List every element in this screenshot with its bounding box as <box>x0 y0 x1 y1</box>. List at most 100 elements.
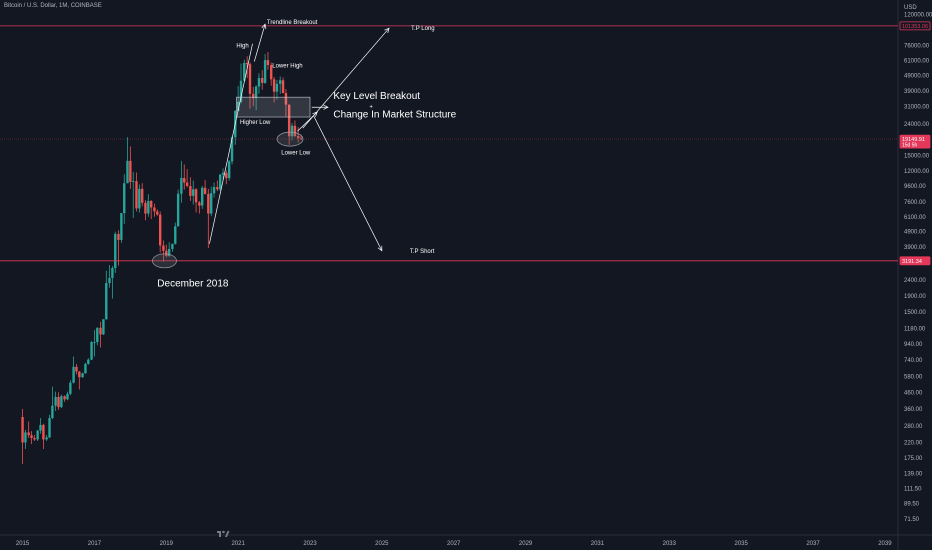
candle-body <box>90 342 93 360</box>
price-tick-label: 1180.00 <box>904 326 926 332</box>
price-tick-label: 39000.00 <box>904 89 930 95</box>
candle <box>30 431 33 445</box>
short-target-arrow-head <box>377 245 383 252</box>
candle-body <box>42 424 45 440</box>
candle <box>272 76 276 103</box>
price-tick-label: 111.50 <box>904 487 922 493</box>
candle <box>183 164 186 190</box>
time-tick-label: 2021 <box>231 541 245 547</box>
price-axis[interactable]: USD 120000.00 76000.00 61000.00 49000.00 390… <box>904 5 932 523</box>
candle <box>275 79 279 100</box>
candle <box>87 358 90 365</box>
time-tick-label: 2035 <box>734 541 748 547</box>
price-tick-label: 740.00 <box>904 358 923 364</box>
candle <box>293 120 297 138</box>
candle-body <box>158 214 162 246</box>
time-axis[interactable]: 2015 2017 2019 2021 2023 2025 2027 2029 2031 2033… <box>16 541 892 547</box>
label-trendline-breakout: Trendline Breakout <box>267 20 318 26</box>
label-key-level-breakout: Key Level Breakout <box>333 91 420 102</box>
candle-body <box>111 268 114 278</box>
tradingview-logo-icon <box>217 530 230 537</box>
candle-body <box>203 187 207 194</box>
candle <box>153 203 156 217</box>
candle-body <box>147 200 150 214</box>
candle <box>165 244 168 258</box>
candle-body <box>69 382 72 394</box>
lower-low-marker <box>276 131 304 147</box>
candle <box>24 429 27 449</box>
time-tick-label: 2029 <box>519 541 533 547</box>
time-tick-label: 2039 <box>878 541 892 547</box>
price-tick-label: 61000.00 <box>904 58 930 64</box>
candle <box>126 137 129 184</box>
candle <box>162 240 165 262</box>
candle-body <box>290 125 294 137</box>
candle-body <box>33 437 36 440</box>
candle-body <box>126 160 129 184</box>
candle-body <box>123 183 126 214</box>
candle-body <box>27 432 30 436</box>
candle-body <box>57 396 60 408</box>
candle <box>270 62 273 86</box>
candle-body <box>156 211 159 215</box>
candle <box>266 52 270 70</box>
candle-body <box>239 80 243 102</box>
candle <box>180 160 183 203</box>
structure-arrow-head <box>312 111 318 117</box>
annotation-drawings: High Trendline Breakout T.P Long Lower High… <box>152 20 457 289</box>
candle <box>243 59 246 82</box>
time-tick-label: 2025 <box>375 541 389 547</box>
candle-body <box>284 93 288 105</box>
candle-body <box>261 77 264 83</box>
price-tick-label: 76000.00 <box>904 43 930 49</box>
price-tick-label: 71.50 <box>904 517 920 523</box>
candle <box>78 371 81 390</box>
candle <box>33 435 36 441</box>
candle-body <box>263 60 267 83</box>
candle-body <box>78 371 81 378</box>
price-axis-unit: USD <box>904 5 917 11</box>
long-target-arrow-head <box>384 27 390 34</box>
candle-body <box>174 226 177 244</box>
candle-body <box>252 93 255 99</box>
candle <box>27 421 30 438</box>
candle-body <box>162 245 165 251</box>
candle <box>90 340 93 361</box>
candle-body <box>299 138 303 140</box>
price-tick-label: 1500.00 <box>904 310 926 316</box>
candle-body <box>39 424 42 431</box>
candle-body <box>272 79 276 92</box>
candle-body <box>207 193 210 214</box>
candle <box>207 188 210 249</box>
candle <box>216 180 219 192</box>
candle <box>81 372 84 378</box>
candle <box>108 265 111 288</box>
candle <box>111 266 114 299</box>
candle <box>189 177 192 201</box>
support-price-tag-box <box>899 256 931 266</box>
candle <box>120 213 123 243</box>
price-tick-label: 580.00 <box>904 375 923 381</box>
candle <box>60 394 63 409</box>
candle <box>51 386 54 420</box>
candle <box>192 180 195 205</box>
price-tick-label: 9600.00 <box>904 184 926 190</box>
candle <box>129 146 132 189</box>
candle-body <box>230 137 234 162</box>
candle-body <box>153 207 156 212</box>
candle-body <box>108 277 111 284</box>
candle <box>248 62 252 109</box>
candle <box>176 189 180 227</box>
candle-body <box>87 359 90 364</box>
candle <box>141 183 144 207</box>
candle-body <box>93 342 96 343</box>
candle-body <box>149 200 153 208</box>
candle-body <box>183 177 186 183</box>
candle-body <box>117 233 120 240</box>
candle-body <box>293 125 297 136</box>
candle <box>45 435 48 441</box>
candle <box>96 327 99 346</box>
price-tick-label: 6100.00 <box>904 215 926 221</box>
candle <box>138 184 141 213</box>
